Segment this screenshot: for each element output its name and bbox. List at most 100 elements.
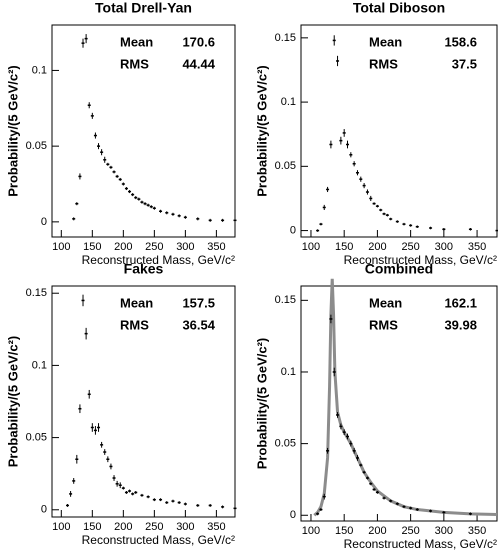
data-point <box>124 187 128 190</box>
data-point <box>66 504 70 507</box>
data-point <box>352 163 356 165</box>
data-point <box>97 145 101 147</box>
data-point <box>329 318 333 320</box>
stat-label: RMS <box>120 56 149 71</box>
data-point <box>409 507 413 509</box>
y-tick-label: 0.15 <box>26 287 47 299</box>
data-point <box>409 224 413 227</box>
x-tick-label: 150 <box>335 241 353 253</box>
data-point <box>90 426 94 429</box>
data-point <box>389 218 393 220</box>
data-point <box>137 198 141 200</box>
data-point <box>115 483 119 485</box>
data-point <box>355 172 359 174</box>
data-point <box>84 37 88 40</box>
data-point <box>402 505 406 508</box>
x-tick-label: 200 <box>368 241 386 253</box>
y-tick-label: 0.15 <box>275 294 296 306</box>
data-point <box>468 513 472 515</box>
data-point <box>382 213 386 215</box>
data-point <box>81 299 85 302</box>
plot-frame <box>51 285 236 518</box>
data-point <box>359 178 363 180</box>
panel-title: Combined <box>365 261 433 277</box>
data-point <box>103 159 107 161</box>
data-point <box>382 497 386 499</box>
data-point <box>171 500 175 502</box>
stat-value: 39.98 <box>444 317 477 332</box>
data-point <box>118 178 122 181</box>
x-tick-label: 250 <box>145 241 163 253</box>
data-point <box>221 506 225 508</box>
x-tick-label: 100 <box>52 521 70 533</box>
data-point <box>121 183 125 185</box>
x-axis-label: Reconstructed Mass, GeV/c² <box>344 253 497 267</box>
y-tick-label: 0 <box>41 504 47 516</box>
data-point <box>78 407 82 410</box>
x-tick-label: 100 <box>302 241 320 253</box>
data-point <box>183 503 187 505</box>
stat-label: RMS <box>369 317 398 332</box>
data-point <box>103 451 107 453</box>
panel-title: Total Drell-Yan <box>95 0 192 16</box>
data-point <box>90 115 94 117</box>
data-point <box>121 487 125 489</box>
x-axis-label: Reconstructed Mass, GeV/c² <box>344 537 497 551</box>
data-point <box>171 213 175 216</box>
data-point <box>131 193 135 196</box>
data-point <box>183 216 187 219</box>
x-tick-label: 350 <box>468 241 486 253</box>
data-point <box>100 444 104 446</box>
data-point <box>415 225 419 228</box>
x-tick-label: 350 <box>207 521 225 533</box>
data-point <box>72 480 76 482</box>
data-point <box>115 175 119 178</box>
data-point <box>75 458 79 460</box>
y-tick-label: 0.05 <box>26 140 47 152</box>
data-point <box>159 210 163 213</box>
data-point <box>149 205 153 208</box>
panel-title: Fakes <box>124 261 164 277</box>
data-point <box>359 464 363 466</box>
data-point <box>78 175 82 178</box>
data-point <box>100 151 104 153</box>
data-point <box>128 490 132 492</box>
data-point <box>355 457 359 459</box>
y-tick-label: 0.1 <box>32 64 47 76</box>
data-point <box>208 504 212 507</box>
data-point <box>375 491 379 494</box>
y-tick-label: 0 <box>41 216 47 228</box>
data-point <box>165 501 169 504</box>
data-point <box>468 228 472 231</box>
data-point <box>342 132 346 134</box>
stat-label: Mean <box>369 295 402 310</box>
data-point <box>165 212 169 214</box>
data-point <box>369 197 373 200</box>
y-tick-label: 0.1 <box>281 366 296 378</box>
data-point <box>316 229 320 232</box>
data-point <box>339 139 343 142</box>
data-point <box>124 491 128 494</box>
data-point <box>385 214 389 216</box>
data-point <box>336 414 340 416</box>
data-point <box>395 220 399 223</box>
stat-value: 37.5 <box>452 56 477 71</box>
data-point <box>196 218 200 220</box>
data-point <box>352 450 356 452</box>
stat-value: 44.44 <box>182 56 215 71</box>
data-point <box>131 493 135 495</box>
y-axis-label: Probability/(5 GeV/c²) <box>5 65 20 196</box>
y-tick-label: 0 <box>290 509 296 521</box>
data-point <box>336 60 340 62</box>
data-point <box>326 450 330 452</box>
data-point <box>106 163 110 166</box>
data-point <box>372 488 376 491</box>
x-axis-label: Reconstructed Mass, GeV/c² <box>82 533 235 547</box>
data-point <box>233 507 237 510</box>
x-tick-label: 150 <box>83 521 101 533</box>
data-point <box>140 201 144 203</box>
data-point <box>233 219 237 222</box>
data-point <box>332 39 336 42</box>
x-tick-label: 300 <box>435 241 453 253</box>
panel-title: Total Diboson <box>353 0 445 16</box>
